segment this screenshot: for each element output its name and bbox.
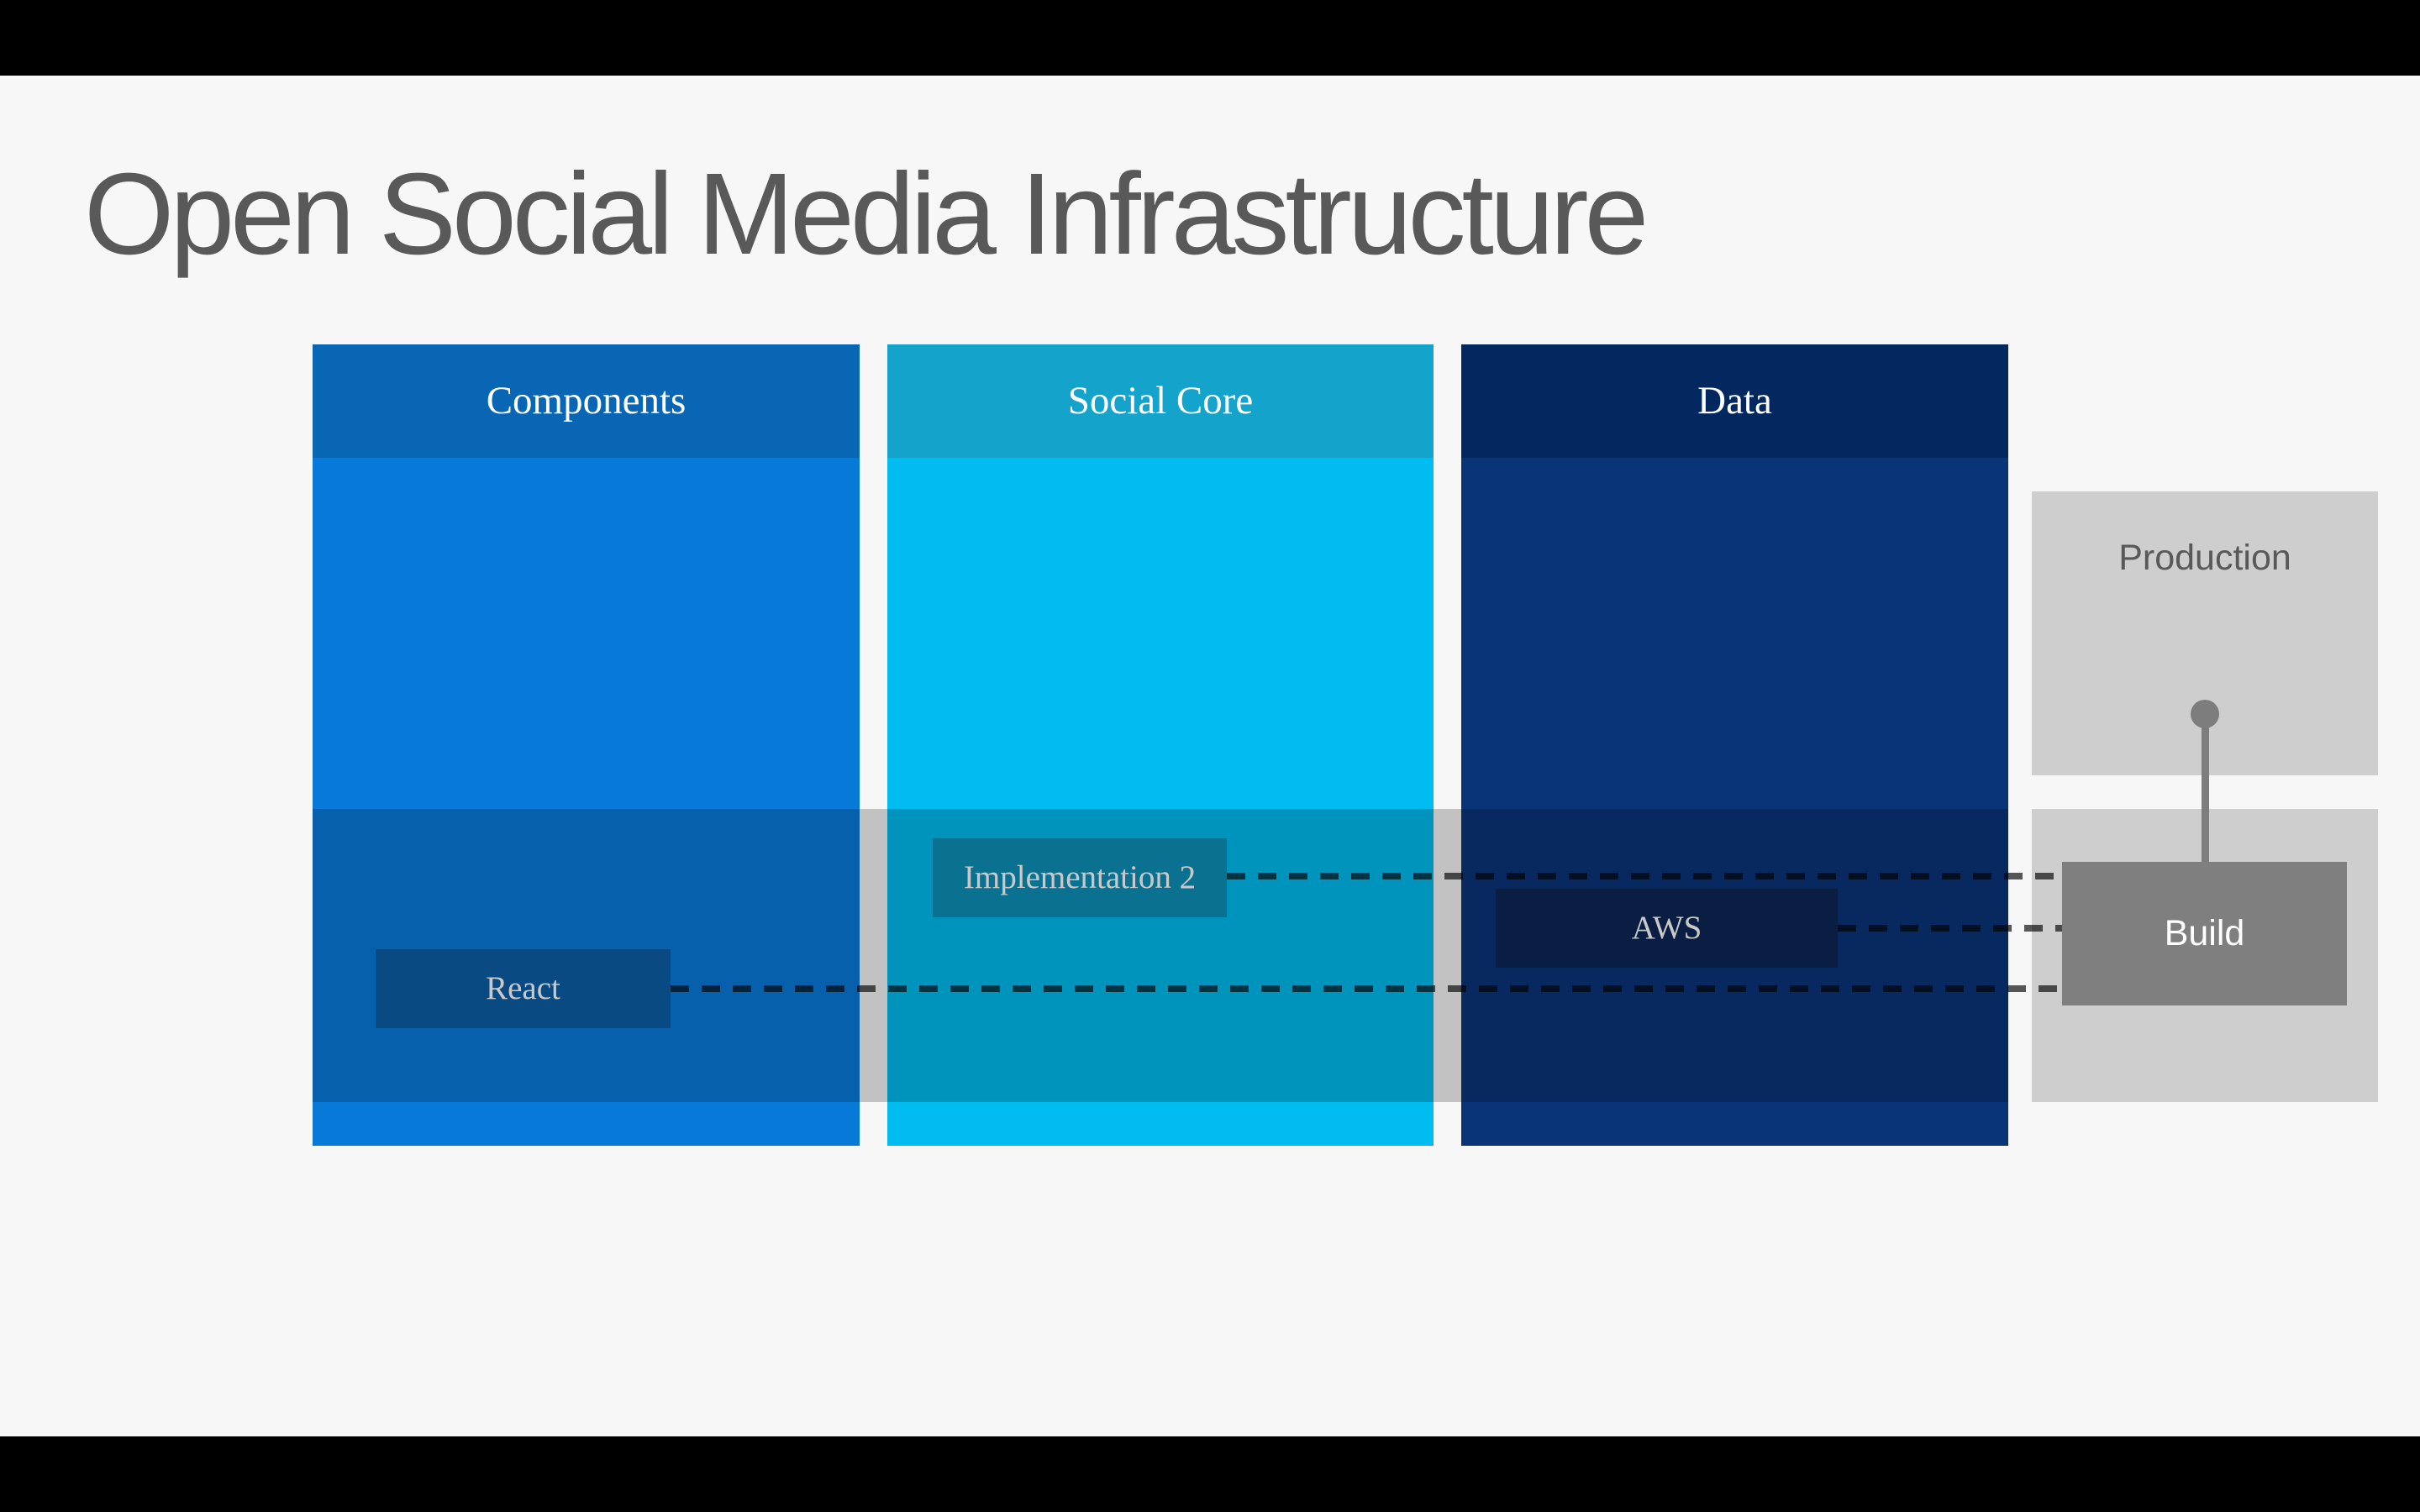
letterbox-bottom-bar <box>0 1436 2420 1512</box>
slide-canvas: Open Social Media Infrastructure Compone… <box>0 76 2420 1436</box>
letterbox-top-bar <box>0 0 2420 76</box>
column-header-label: Data <box>1697 379 1772 423</box>
highlight-band <box>313 809 2008 1102</box>
column-header-label: Social Core <box>1067 379 1254 423</box>
connector-dot <box>2191 700 2219 728</box>
column-header-components: Components <box>313 344 860 458</box>
production-label: Production <box>2118 538 2291 578</box>
column-header-label: Components <box>486 379 687 423</box>
slide-title: Open Social Media Infrastructure <box>84 150 1649 279</box>
build-label: Build <box>2164 913 2245 953</box>
column-header-social-core: Social Core <box>887 344 1434 458</box>
connector-aws-build <box>1838 925 2062 932</box>
build-box: Build <box>2062 862 2347 1005</box>
connector-production-build-line <box>2202 714 2209 862</box>
connector-implementation2-build <box>1227 873 2062 879</box>
connector-react-build <box>671 985 2062 992</box>
column-header-data: Data <box>1461 344 2008 458</box>
